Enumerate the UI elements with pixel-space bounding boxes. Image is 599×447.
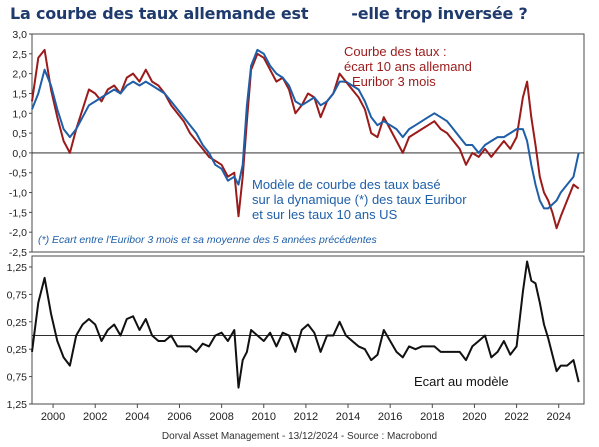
y-tick-label: 0,25: [7, 344, 28, 356]
x-tick-label: 2008: [209, 411, 233, 423]
plot-frame: [31, 255, 585, 405]
x-tick-label: 2020: [462, 411, 486, 423]
y-tick-label: 1,25: [7, 399, 28, 411]
x-tick-label: 2022: [504, 411, 528, 423]
x-tick-label: 2010: [252, 411, 276, 423]
x-tick-label: 2004: [125, 411, 149, 423]
x-tick-label: 2000: [41, 411, 65, 423]
series-line-curve: [31, 48, 580, 230]
y-tick-label: -0,5: [9, 168, 27, 180]
chart-area: 3,0 2,5 2,0 1,5 1,0 0,5 0,0 -0,5 -1,0 -1,5 -2,0 -2,…: [7, 29, 585, 423]
y-tick-label: -1,0: [9, 188, 27, 200]
y-tick-label: 0,5: [12, 128, 27, 140]
y-tick-label: -2,5: [9, 247, 27, 259]
curve-label-line: écart 10 ans allemand: [344, 59, 472, 74]
y-tick-label: 2,5: [12, 49, 27, 61]
gap-label: Ecart au modèle: [414, 374, 509, 389]
x-tick-label: 2002: [83, 411, 107, 423]
y-tick-label: 0,0: [12, 148, 27, 160]
y-tick-label: 1,25: [7, 262, 28, 274]
y-tick-label: 3,0: [12, 29, 27, 41]
curve-label-line: - Euribor 3 mois: [344, 74, 436, 89]
x-tick-label: 2006: [167, 411, 191, 423]
model-label-line: et sur les taux 10 ans US: [252, 207, 398, 222]
footnote: (*) Ecart entre l'Euribor 3 mois et sa m…: [38, 234, 378, 246]
y-tick-label: 0,75: [7, 289, 28, 301]
source-footer: Dorval Asset Management - 13/12/2024 - S…: [161, 431, 438, 442]
series-line-model: [31, 48, 580, 210]
y-tick-label: 1,0: [12, 108, 27, 120]
top-panel: 3,0 2,5 2,0 1,5 1,0 0,5 0,0 -0,5 -1,0 -1,5 -2,0 -2,…: [9, 29, 585, 259]
series-line-gap: [31, 260, 580, 389]
plot-frame: [31, 33, 585, 253]
x-tick-label: 2014: [336, 411, 360, 423]
x-tick-label: 2018: [420, 411, 444, 423]
y-tick-label: -2,0: [9, 227, 27, 239]
x-tick-label: 2016: [378, 411, 402, 423]
x-tick-label: 2012: [294, 411, 318, 423]
y-tick-label: 0,25: [7, 317, 28, 329]
x-tick-label: 2024: [546, 411, 570, 423]
model-label-line: Modèle de courbe des taux basé: [252, 177, 441, 192]
bottom-panel: 1,25 0,75 0,25 0,25 0,75 1,25 2000 2002 2004 2006…: [7, 255, 585, 423]
y-tick-label: 2,0: [12, 69, 27, 81]
model-label-line: sur la dynamique (*) des taux Euribor: [252, 192, 467, 207]
y-tick-label: 0,75: [7, 372, 28, 384]
y-tick-label: 1,5: [12, 88, 27, 100]
y-tick-label: -1,5: [9, 207, 27, 219]
chart-title: La courbe des taux allemande est -elle t…: [10, 4, 528, 23]
curve-label-line: Courbe des taux :: [344, 44, 447, 59]
